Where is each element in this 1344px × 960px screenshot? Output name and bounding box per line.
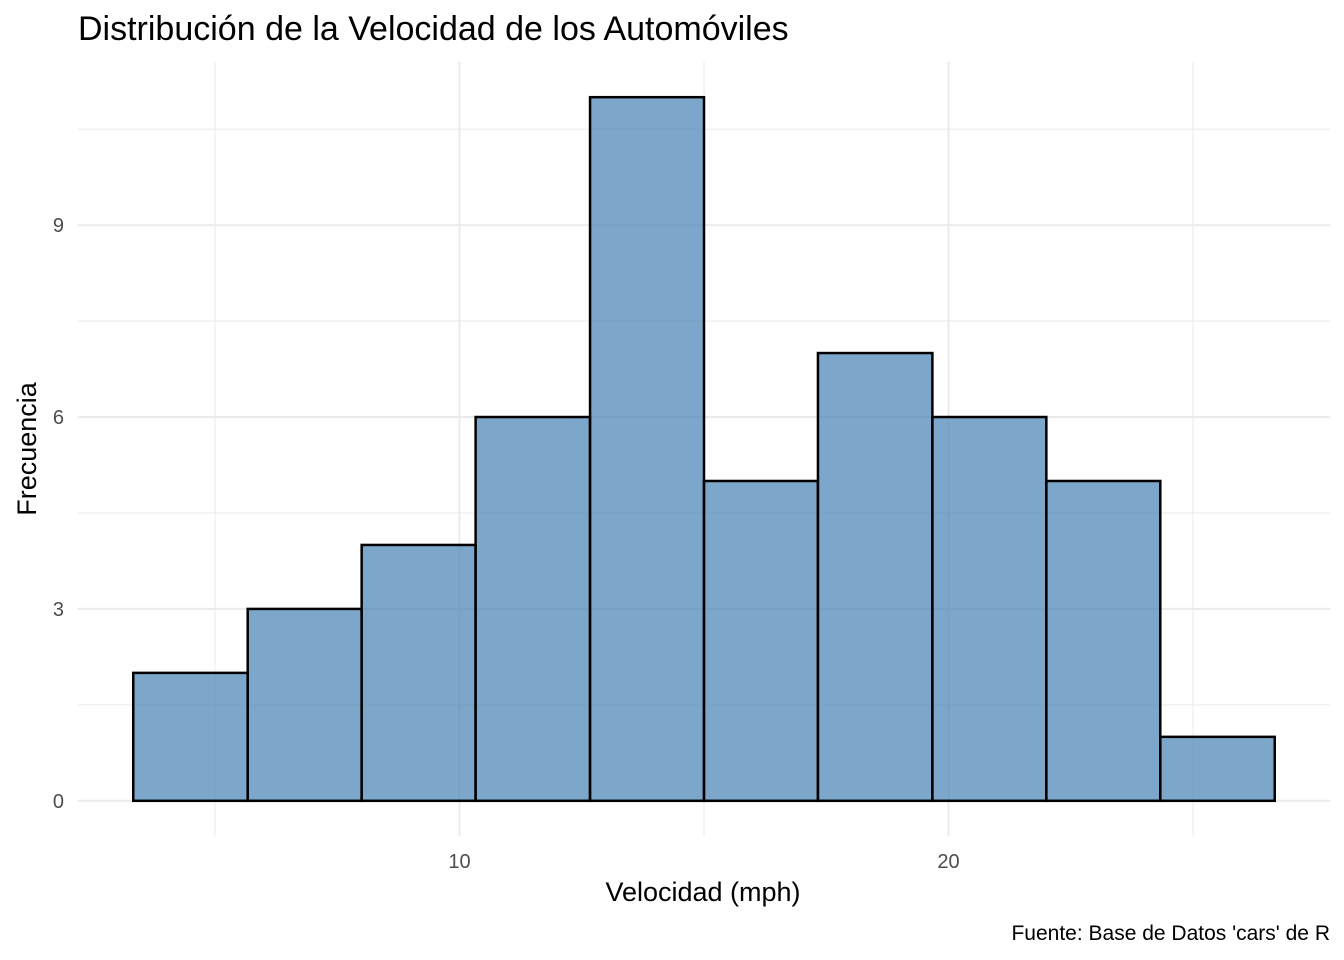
chart-title: Distribución de la Velocidad de los Auto… [78,10,789,48]
x-tick-label: 20 [937,851,959,873]
x-axis-title: Velocidad (mph) [605,877,800,907]
histogram-bar [474,415,592,803]
y-tick-label: 3 [53,599,64,621]
bars-layer [132,95,1276,803]
ticks-layer: 10 20 0 3 6 9 [53,215,960,873]
histogram-bar [588,95,706,803]
histogram-bar [360,543,477,803]
y-tick-label: 9 [53,215,64,237]
histogram-bar [1159,735,1276,803]
histogram-bar [702,479,820,803]
chart-caption: Fuente: Base de Datos 'cars' de R [1011,922,1330,945]
y-tick-label: 6 [53,407,64,429]
histogram-bar [246,607,363,803]
y-tick-label: 0 [53,791,64,813]
x-tick-label: 10 [448,851,470,873]
histogram-bar [1045,479,1162,803]
histogram-bar [132,671,249,803]
y-axis-title: Frecuencia [12,381,42,516]
histogram-bar [931,415,1048,803]
histogram-bar [816,351,934,803]
